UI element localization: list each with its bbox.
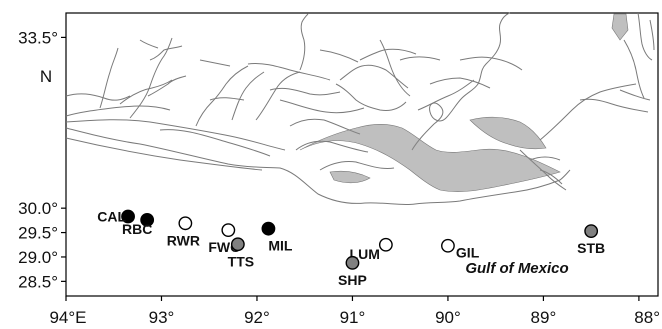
site-label-mil: MIL bbox=[268, 238, 293, 254]
x-tick-label: 90° bbox=[435, 308, 461, 327]
y-axis-ticks: 28.5° 29.0° 29.5° 30.0° 33.5° bbox=[18, 28, 66, 291]
x-axis-ticks: 94°E 93° 92° 91° 90° 89° 88° bbox=[49, 296, 660, 327]
x-tick-label: 93° bbox=[149, 308, 175, 327]
x-tick-label: 92° bbox=[244, 308, 270, 327]
y-axis-unit: N bbox=[40, 67, 52, 86]
y-tick-label: 29.5° bbox=[18, 224, 58, 243]
site-label-tts: TTS bbox=[228, 253, 254, 269]
site-label-cal: CAL bbox=[97, 208, 126, 224]
site-marker-tts bbox=[230, 237, 245, 252]
map-frame bbox=[65, 12, 659, 297]
site-marker-rwr bbox=[178, 216, 193, 231]
site-label-rbc: RBC bbox=[122, 221, 152, 237]
marsh-fill bbox=[299, 13, 629, 192]
gulf-of-mexico-label: Gulf of Mexico bbox=[465, 260, 568, 277]
site-marker-shp bbox=[345, 255, 360, 270]
x-tick-label: 88° bbox=[634, 308, 660, 327]
x-tick-label: 91° bbox=[340, 308, 366, 327]
y-tick-label: 33.5° bbox=[18, 28, 58, 47]
y-tick-label: 30.0° bbox=[18, 199, 58, 218]
y-tick-label: 29.0° bbox=[18, 248, 58, 267]
site-marker-mil bbox=[261, 221, 276, 236]
site-marker-cal bbox=[121, 209, 135, 224]
site-label-gil: GIL bbox=[456, 245, 480, 261]
site-marker-stb bbox=[584, 224, 599, 239]
y-tick-label: 28.5° bbox=[18, 272, 58, 291]
site-label-rwr: RWR bbox=[167, 232, 200, 248]
site-label-stb: STB bbox=[577, 240, 605, 256]
x-tick-label: 94°E bbox=[49, 308, 86, 327]
site-label-shp: SHP bbox=[338, 272, 367, 288]
site-marker-fwc bbox=[221, 223, 236, 238]
site-marker-gil bbox=[441, 238, 455, 253]
site-marker-rbc bbox=[140, 212, 155, 227]
site-marker-lum bbox=[378, 237, 393, 252]
x-tick-label: 89° bbox=[531, 308, 557, 327]
coastline-and-marsh bbox=[65, 12, 655, 206]
